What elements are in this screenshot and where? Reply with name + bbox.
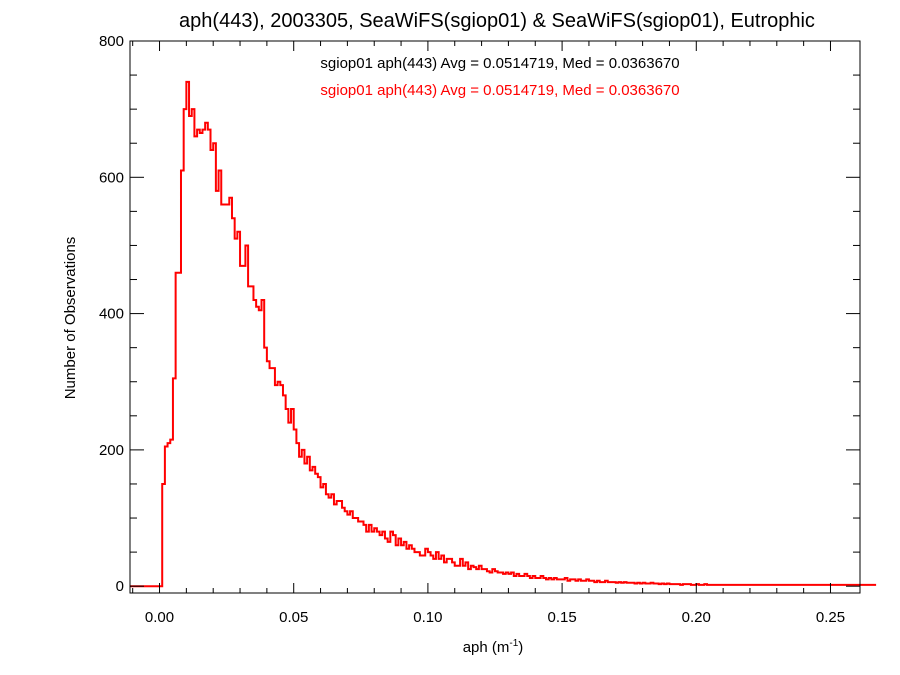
x-tick-label: 0.10 [413,609,442,626]
plot-frame [129,40,861,594]
x-tick-label: 0.15 [547,609,576,626]
x-axis-label-close: ) [518,639,523,656]
x-axis-label: aph (m-1) [463,638,524,656]
chart-title: aph(443), 2003305, SeaWiFS(sgiop01) & Se… [179,10,815,32]
y-tick-label: 0 [116,578,124,595]
y-tick-label: 800 [99,33,124,50]
x-tick-label: 0.20 [682,609,711,626]
histogram-series-line [130,80,877,588]
y-axis-label: Number of Observations [62,237,79,400]
x-tick-label: 0.00 [145,609,174,626]
x-axis-label-exponent: -1 [509,638,518,649]
series-stat-label-red: sgiop01 aph(443) Avg = 0.0514719, Med = … [320,82,679,99]
plot-area [130,80,877,588]
x-axis-label-main: aph (m [463,639,510,656]
series-stat-label-black: sgiop01 aph(443) Avg = 0.0514719, Med = … [320,55,679,72]
y-tick-label: 400 [99,306,124,323]
y-tick-label: 200 [99,442,124,459]
axes: 0.00 0.05 0.10 0.15 0.20 0.25 0 200 400 600 800 [99,33,861,626]
x-tick-label: 0.05 [279,609,308,626]
y-tick-label: 600 [99,169,124,186]
x-tick-label: 0.25 [816,609,845,626]
